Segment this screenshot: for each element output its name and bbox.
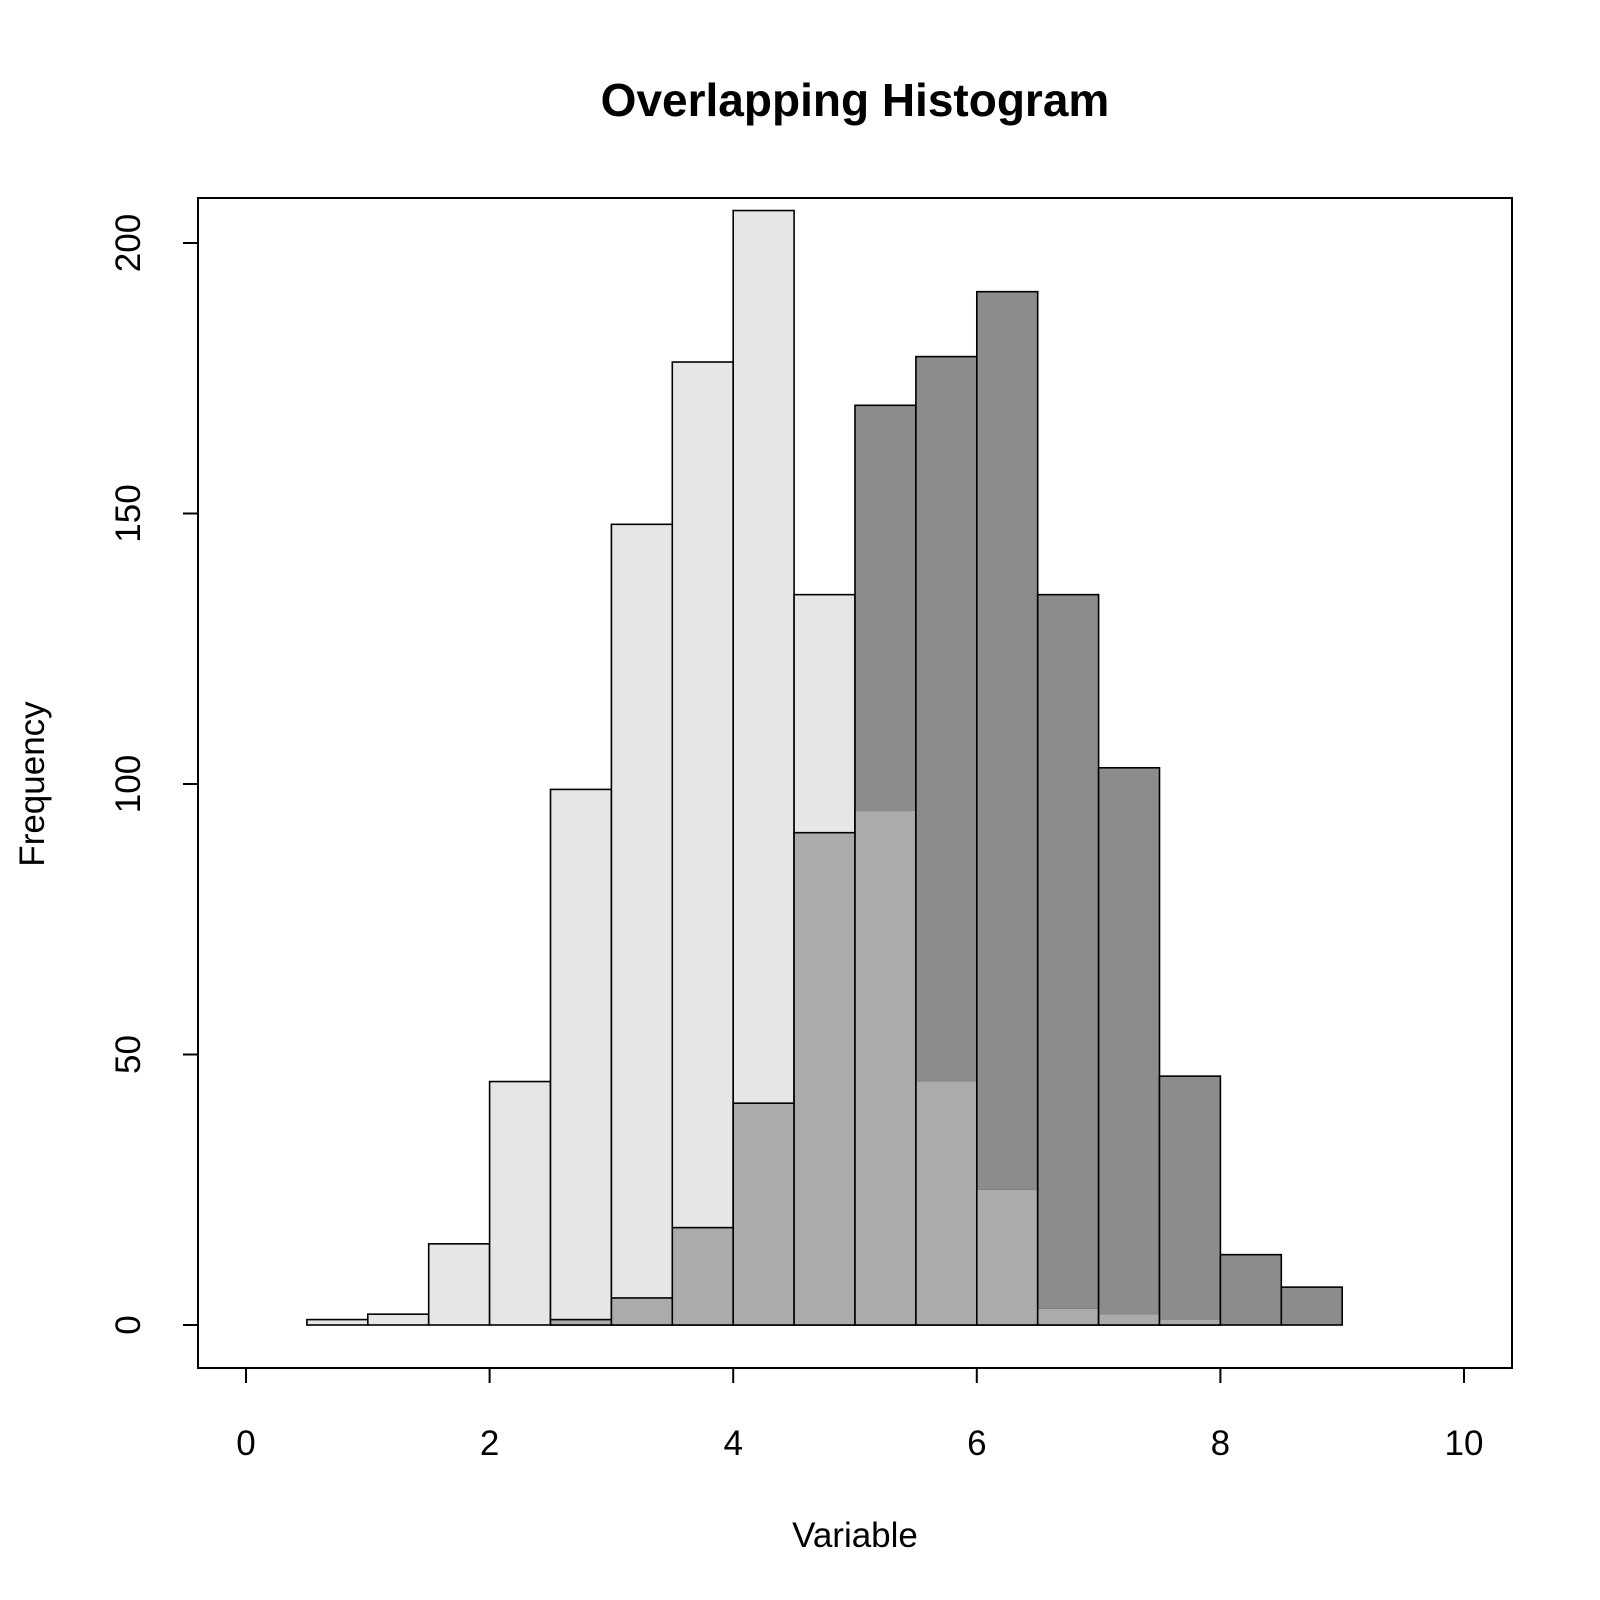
x-tick-label: 2	[480, 1424, 499, 1463]
overlap-bar	[733, 1103, 795, 1325]
overlap-bar	[1037, 1308, 1099, 1325]
y-tick-label: 200	[109, 214, 148, 272]
histogram-bar-outline	[1158, 1075, 1222, 1326]
histogram-bar	[1281, 1287, 1343, 1325]
histogram-bar	[366, 1313, 430, 1326]
histogram-bar	[976, 291, 1038, 1190]
overlap-bar	[915, 1081, 977, 1325]
x-tick-label: 8	[1211, 1424, 1230, 1463]
histogram-bar	[1037, 594, 1099, 1309]
second-series-bars	[549, 290, 1344, 1326]
histogram-bar	[306, 1318, 369, 1326]
overlap-bar	[794, 832, 855, 1325]
histogram-bar	[1159, 1076, 1221, 1320]
histogram-bar	[1098, 767, 1160, 1315]
y-tick-label: 50	[109, 1035, 148, 1074]
y-tick-label: 150	[109, 484, 148, 542]
overlap-bar	[855, 811, 916, 1325]
x-tick-label: 0	[236, 1424, 255, 1463]
x-axis-title: Variable	[792, 1516, 918, 1555]
overlap-bar	[672, 1227, 734, 1325]
y-axis-title: Frequency	[13, 701, 52, 867]
overlap-bar	[550, 1319, 612, 1325]
overlap-bar	[1159, 1319, 1221, 1325]
y-tick-label: 100	[109, 755, 148, 813]
histogram-bar-outline	[1097, 766, 1161, 1326]
histogram-bar	[549, 788, 613, 1326]
x-tick-label: 4	[723, 1424, 742, 1463]
histogram-bar	[427, 1243, 491, 1326]
overlap-bar	[976, 1189, 1038, 1325]
histogram-bar	[488, 1080, 552, 1326]
histogram-bar	[915, 356, 977, 1082]
overlap-bar	[611, 1297, 673, 1325]
histogram-bar	[671, 361, 734, 1326]
histogram-bar-outline	[1280, 1286, 1344, 1326]
overlap-bar	[1098, 1314, 1160, 1325]
histogram-bar	[610, 523, 674, 1326]
y-tick-label: 0	[109, 1315, 148, 1334]
x-tick-label: 6	[967, 1424, 986, 1463]
y-axis: 0 50 100 150 200	[109, 214, 199, 1335]
histogram-bar	[855, 405, 916, 812]
histogram-bar	[1220, 1254, 1282, 1325]
chart-title: Overlapping Histogram	[601, 74, 1110, 126]
x-tick-label: 10	[1445, 1424, 1484, 1463]
x-axis: 0 2 4 6 8 10	[236, 1367, 1484, 1463]
